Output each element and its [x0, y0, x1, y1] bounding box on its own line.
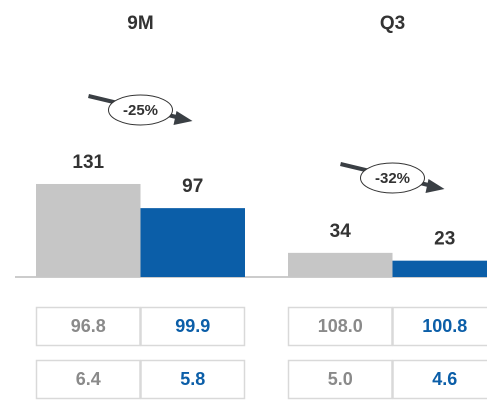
annotation-oval: [108, 94, 173, 126]
arrow-head: [173, 111, 193, 125]
table-cell: [287, 306, 393, 347]
table-value: 100.8: [422, 316, 467, 336]
value-label: 34: [330, 221, 352, 242]
arrow-head: [425, 179, 445, 193]
table-cell: [392, 359, 487, 400]
table-cell: [287, 359, 393, 400]
value-label: 97: [182, 176, 203, 197]
value-label: 131: [72, 152, 104, 173]
table-value: 5.0: [328, 369, 353, 389]
table-value: 6.4: [76, 369, 101, 389]
table-cell: [392, 306, 487, 347]
table-value: 96.8: [71, 316, 106, 336]
table-cell: [140, 306, 246, 347]
bar: [140, 208, 245, 277]
annotation: -25%: [123, 102, 158, 119]
table-cell: [140, 359, 246, 400]
table-value: 108.0: [318, 316, 363, 336]
bar: [392, 260, 487, 277]
bar: [288, 252, 393, 277]
table-value: 99.9: [175, 316, 210, 336]
value-label: 23: [434, 229, 455, 250]
annotation-oval: [360, 162, 425, 194]
table-value: 5.8: [180, 369, 205, 389]
table-value: 4.6: [432, 369, 457, 389]
table-cell: [35, 306, 141, 347]
table-cell: [35, 359, 141, 400]
annotation: -32%: [375, 170, 410, 187]
bar: [36, 183, 141, 277]
group-title: Q3: [380, 13, 405, 34]
group-title: 9M: [127, 13, 153, 34]
